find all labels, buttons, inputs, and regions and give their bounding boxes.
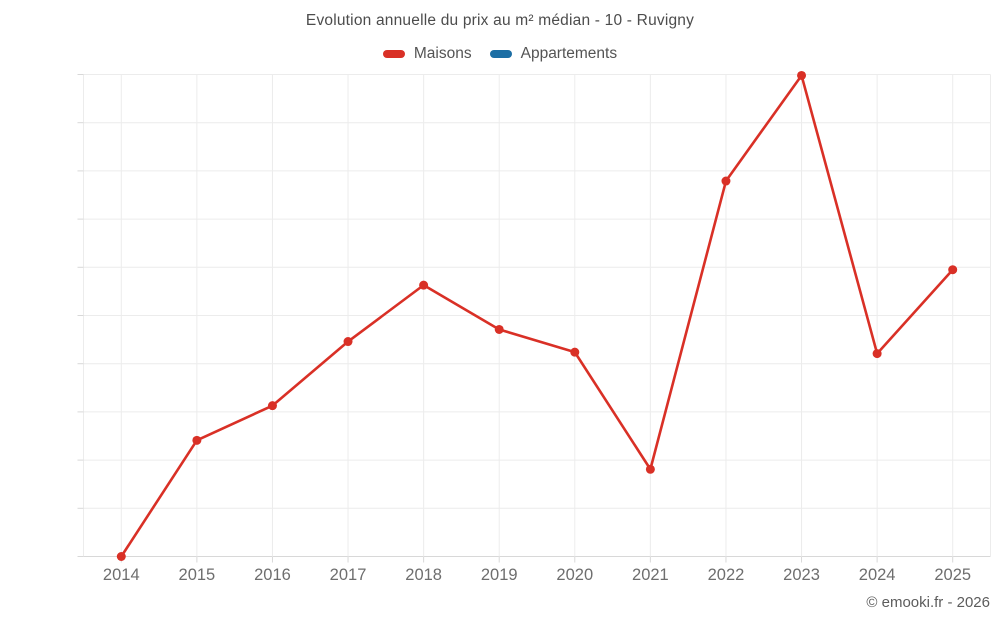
horizontal-gridlines	[83, 74, 991, 557]
data-point-maisons-2024	[872, 349, 882, 359]
x-axis-label: 2020	[556, 566, 594, 584]
chart-title: Evolution annuelle du prix au m² médian …	[305, 12, 695, 29]
x-axis-label: 2015	[178, 566, 216, 584]
data-point-maisons-2014	[116, 552, 126, 561]
appartements-series-swatch-icon	[489, 50, 512, 58]
data-point-maisons-2022	[721, 176, 731, 186]
x-axis-label: 2022	[707, 566, 745, 584]
x-axis-label: 2018	[405, 566, 442, 584]
data-point-maisons-2015	[192, 435, 202, 445]
x-axis-label: 2017	[329, 566, 367, 584]
maisons-line-series	[116, 70, 958, 561]
credit-text: © emooki.fr - 2026	[866, 594, 990, 611]
data-point-maisons-2025	[948, 265, 958, 275]
legend-label-appartements: Appartements	[520, 45, 618, 62]
data-point-maisons-2021	[645, 464, 655, 474]
data-point-maisons-2017	[343, 337, 353, 347]
data-point-maisons-2019	[494, 324, 504, 334]
x-axis-label: 2025	[934, 566, 972, 584]
x-axis-label: 2019	[480, 566, 518, 584]
chart-legend: Maisons Appartements	[0, 45, 1000, 63]
vertical-gridlines	[83, 74, 991, 557]
x-axis-label: 2016	[254, 566, 291, 584]
x-axis-label: 2021	[632, 566, 669, 584]
data-point-maisons-2018	[419, 280, 429, 290]
x-axis-label: 2014	[102, 566, 140, 584]
axis-ticks	[77, 74, 954, 563]
data-point-maisons-2023	[797, 70, 807, 80]
x-axis-label: 2024	[858, 566, 896, 584]
legend-label-maisons: Maisons	[413, 45, 472, 62]
legend-item-appartements[interactable]: Appartements	[489, 45, 618, 63]
data-point-maisons-2016	[267, 401, 277, 411]
maisons-series-swatch-icon	[382, 50, 405, 58]
legend-item-maisons[interactable]: Maisons	[382, 45, 472, 63]
data-point-maisons-2020	[570, 347, 580, 357]
x-axis-label: 2023	[783, 566, 820, 584]
